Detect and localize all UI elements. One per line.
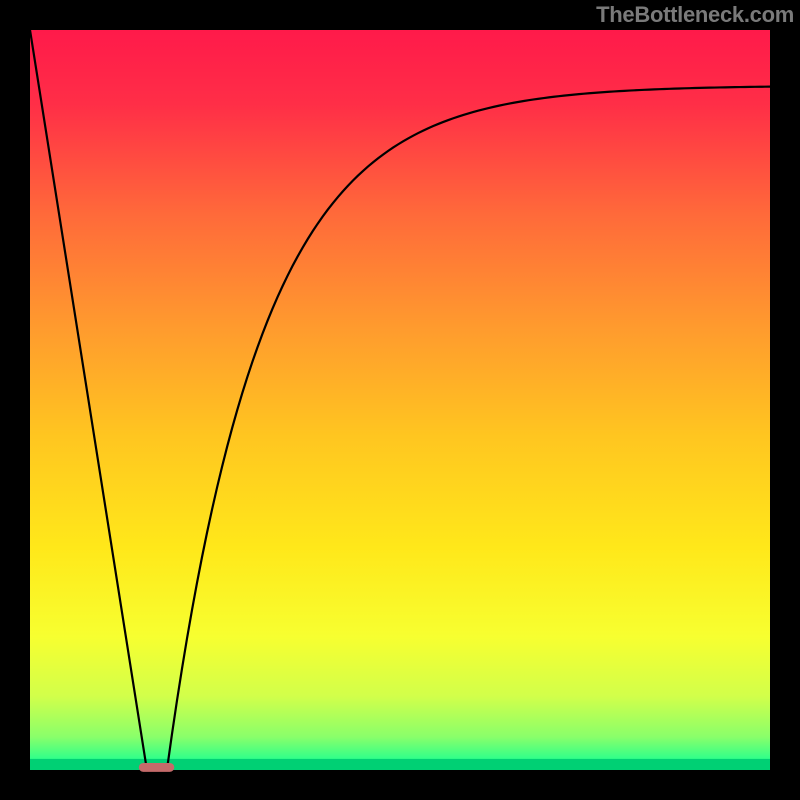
watermark-text: TheBottleneck.com	[596, 2, 794, 28]
optimal-marker	[139, 763, 175, 772]
chart-container: TheBottleneck.com	[0, 0, 800, 800]
bottleneck-chart	[0, 0, 800, 800]
